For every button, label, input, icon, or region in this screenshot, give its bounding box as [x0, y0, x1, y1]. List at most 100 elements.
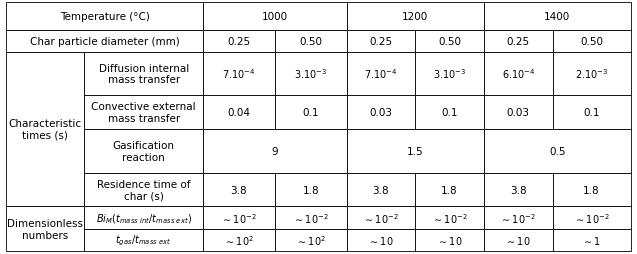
Text: Char particle diameter (mm): Char particle diameter (mm): [30, 37, 180, 47]
Bar: [347, 207, 415, 229]
Text: 3.8: 3.8: [231, 185, 247, 195]
Bar: [347, 229, 415, 251]
Bar: [84, 229, 203, 251]
Bar: [484, 3, 631, 31]
Text: 9: 9: [271, 146, 278, 156]
Bar: [553, 96, 631, 130]
Bar: [6, 31, 203, 52]
Text: Temperature (°C): Temperature (°C): [60, 12, 150, 22]
Bar: [347, 96, 415, 130]
Bar: [275, 52, 347, 96]
Bar: [415, 207, 484, 229]
Text: $\sim 10^{2}$: $\sim 10^{2}$: [296, 233, 326, 247]
Bar: [415, 31, 484, 52]
Bar: [347, 3, 484, 31]
Text: $\sim 10^{-2}$: $\sim 10^{-2}$: [363, 211, 399, 225]
Bar: [484, 229, 553, 251]
Text: Residence time of
char (s): Residence time of char (s): [97, 179, 190, 201]
Text: 0.25: 0.25: [227, 37, 250, 47]
Text: $7.10^{-4}$: $7.10^{-4}$: [364, 67, 397, 81]
Bar: [275, 96, 347, 130]
Text: 3.8: 3.8: [373, 185, 389, 195]
Text: 0.50: 0.50: [438, 37, 461, 47]
Bar: [203, 207, 275, 229]
Text: 1400: 1400: [544, 12, 570, 22]
Bar: [484, 130, 631, 173]
Text: $Bi_M(t_{mass\ int}/t_{mass\ ext})$: $Bi_M(t_{mass\ int}/t_{mass\ ext})$: [96, 211, 192, 225]
Text: $\sim 10^{2}$: $\sim 10^{2}$: [224, 233, 254, 247]
Bar: [6, 3, 203, 31]
Bar: [203, 229, 275, 251]
Bar: [203, 52, 275, 96]
Bar: [415, 173, 484, 207]
Text: 0.1: 0.1: [583, 108, 600, 118]
Text: $\sim 10^{-2}$: $\sim 10^{-2}$: [501, 211, 536, 225]
Bar: [553, 31, 631, 52]
Bar: [84, 173, 203, 207]
Text: $\sim 10$: $\sim 10$: [368, 234, 394, 246]
Bar: [415, 229, 484, 251]
Bar: [553, 207, 631, 229]
Bar: [484, 52, 553, 96]
Bar: [203, 130, 347, 173]
Bar: [6, 207, 84, 251]
Bar: [275, 173, 347, 207]
Text: $6.10^{-4}$: $6.10^{-4}$: [501, 67, 535, 81]
Text: $\sim 1$: $\sim 1$: [582, 234, 601, 246]
Bar: [347, 130, 484, 173]
Bar: [203, 173, 275, 207]
Bar: [203, 96, 275, 130]
Text: $\sim 10^{-2}$: $\sim 10^{-2}$: [574, 211, 610, 225]
Text: 0.1: 0.1: [303, 108, 319, 118]
Bar: [484, 173, 553, 207]
Text: $\sim 10$: $\sim 10$: [437, 234, 462, 246]
Text: $t_{gas}/t_{mass\ ext}$: $t_{gas}/t_{mass\ ext}$: [115, 233, 172, 247]
Bar: [415, 52, 484, 96]
Bar: [553, 229, 631, 251]
Text: 1200: 1200: [402, 12, 429, 22]
Text: 1.5: 1.5: [407, 146, 424, 156]
Bar: [84, 130, 203, 173]
Text: $\sim 10^{-2}$: $\sim 10^{-2}$: [293, 211, 329, 225]
Bar: [415, 96, 484, 130]
Bar: [275, 31, 347, 52]
Text: 0.03: 0.03: [507, 108, 530, 118]
Bar: [275, 207, 347, 229]
Bar: [484, 96, 553, 130]
Text: $7.10^{-4}$: $7.10^{-4}$: [222, 67, 255, 81]
Text: 1.8: 1.8: [303, 185, 319, 195]
Bar: [484, 207, 553, 229]
Bar: [203, 3, 347, 31]
Text: Characteristic
times (s): Characteristic times (s): [9, 119, 82, 140]
Text: 0.1: 0.1: [441, 108, 458, 118]
Bar: [84, 207, 203, 229]
Text: Gasification
reaction: Gasification reaction: [113, 140, 175, 162]
Text: $3.10^{-3}$: $3.10^{-3}$: [433, 67, 466, 81]
Text: 0.04: 0.04: [227, 108, 250, 118]
Text: $3.10^{-3}$: $3.10^{-3}$: [294, 67, 327, 81]
Bar: [347, 173, 415, 207]
Text: 0.25: 0.25: [369, 37, 392, 47]
Text: Diffusion internal
mass transfer: Diffusion internal mass transfer: [99, 63, 189, 85]
Text: 0.25: 0.25: [506, 37, 530, 47]
Text: 0.03: 0.03: [369, 108, 392, 118]
Bar: [6, 52, 84, 207]
Bar: [553, 173, 631, 207]
Text: 3.8: 3.8: [510, 185, 527, 195]
Bar: [484, 31, 553, 52]
Text: 0.50: 0.50: [580, 37, 603, 47]
Bar: [84, 96, 203, 130]
Text: $\sim 10^{-2}$: $\sim 10^{-2}$: [221, 211, 257, 225]
Text: Convective external
mass transfer: Convective external mass transfer: [91, 102, 196, 123]
Bar: [553, 52, 631, 96]
Text: 1.8: 1.8: [583, 185, 600, 195]
Text: 1000: 1000: [262, 12, 288, 22]
Text: Dimensionless
numbers: Dimensionless numbers: [8, 218, 83, 240]
Bar: [275, 229, 347, 251]
Text: $\sim 10$: $\sim 10$: [505, 234, 531, 246]
Bar: [347, 31, 415, 52]
Bar: [347, 52, 415, 96]
Text: $2.10^{-3}$: $2.10^{-3}$: [575, 67, 608, 81]
Text: $\sim 10^{-2}$: $\sim 10^{-2}$: [432, 211, 468, 225]
Bar: [203, 31, 275, 52]
